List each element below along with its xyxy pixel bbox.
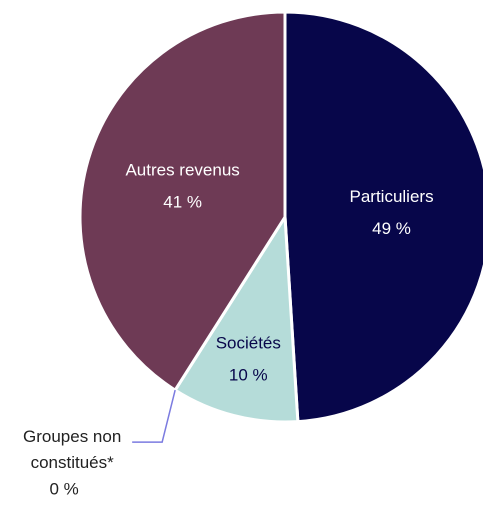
slice-label: Autres revenus (125, 161, 239, 180)
slice-label: Groupes non constitués* (23, 428, 121, 473)
leader-line (132, 389, 176, 443)
slice-label: Sociétés (216, 333, 281, 352)
slice-label: Particuliers (350, 187, 434, 206)
value-label: 41 % (163, 193, 202, 212)
value-label: 49 % (372, 219, 411, 238)
value-label: 0 % (50, 480, 79, 499)
pie-slice (283, 10, 483, 424)
pie-slice (78, 10, 287, 393)
value-label: 10 % (229, 365, 268, 384)
pie-slice (173, 212, 300, 424)
